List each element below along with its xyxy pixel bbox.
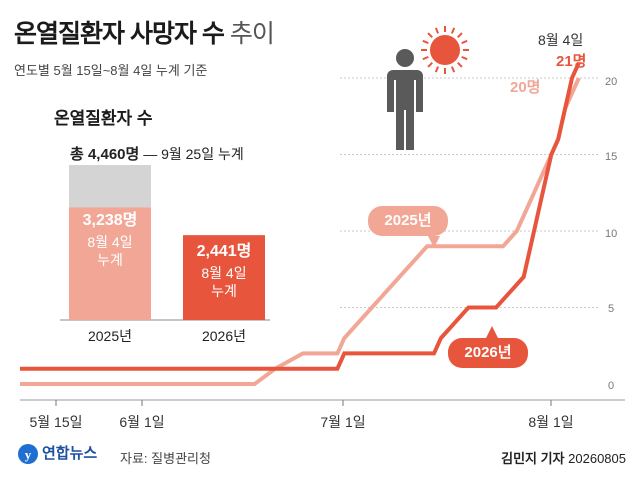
tag-2026-pointer (486, 326, 498, 338)
sun-ray (422, 39, 429, 45)
series-line-2026 (20, 61, 581, 371)
bar-2026-category: 2026년 (201, 328, 247, 344)
bar-2025-label: 3,238명 8월 4일 누계 (69, 212, 151, 269)
bar-2026-label: 2,441명 8월 4일 누계 (183, 243, 265, 300)
total-note: 총 4,460명 — 9월 25일 누계 (70, 143, 244, 164)
bar-2026-line1: 8월 4일 (201, 265, 247, 281)
bar-2025-value: 3,238명 (82, 212, 138, 229)
bar-2025-line1: 8월 4일 (87, 234, 133, 250)
sun-ray (461, 39, 468, 45)
end-date-label: 8월 4일 (538, 32, 584, 48)
sun-ray (450, 27, 456, 34)
bar-chart (60, 165, 270, 321)
title-main: 온열질환자 사망자 수 (14, 20, 225, 48)
logo-mark: y (18, 444, 38, 464)
x-tick-label: 5월 15일 (29, 414, 83, 430)
sun-ray (450, 66, 456, 73)
footer-logo: 연합뉴스 (14, 442, 97, 463)
sun-ray (457, 32, 463, 38)
sun-ray (434, 66, 440, 73)
bar-2026-value: 2,441명 (196, 243, 252, 260)
y-tick-label: 10 (605, 228, 618, 240)
bar-2026-line2: 누계 (211, 283, 237, 299)
title-light: 추이 (229, 20, 275, 48)
sun-ray (434, 27, 440, 34)
y-tick-label: 5 (608, 303, 615, 315)
total-label: 총 4,460명 (70, 146, 140, 163)
byline: 김민지 기자 20260805 (501, 448, 626, 467)
sun-ray (427, 62, 433, 68)
svg-text:y: y (25, 447, 32, 462)
sun-ray (457, 62, 463, 68)
y-tick-label: 0 (608, 380, 615, 392)
bar-2025 (69, 207, 151, 320)
page-title: 온열질환자 사망자 수 추이 (14, 14, 275, 50)
x-tick-label: 7월 1일 (320, 414, 366, 430)
date-code: 20260805 (568, 451, 626, 466)
bar-2025-category: 2025년 (87, 328, 133, 344)
subtitle: 연도별 5월 15일~8월 4일 누계 기준 (14, 63, 208, 78)
y-tick-label: 20 (605, 76, 618, 88)
tag-2025-pointer (428, 236, 440, 248)
reporter-name: 김민지 기자 (501, 451, 565, 466)
bar-2025-line2: 누계 (97, 252, 123, 268)
sun-ray (427, 32, 433, 38)
tag-2026: 2026년 (448, 338, 528, 368)
total-date: — 9월 25일 누계 (143, 146, 244, 162)
source-note: 자료: 질병관리청 (120, 451, 211, 466)
end-2026-label: 21명 (556, 53, 587, 70)
person-icon (387, 49, 423, 150)
end-2025-label: 20명 (510, 79, 541, 96)
sun-ray (422, 55, 429, 61)
x-tick-marks (55, 400, 552, 406)
logo-text: 연합뉴스 (42, 445, 98, 462)
tag-2025: 2025년 (368, 206, 448, 236)
grid-lines (340, 77, 600, 308)
sun-ray (461, 55, 468, 61)
x-tick-label: 6월 1일 (119, 414, 165, 430)
bar-panel-title: 온열질환자 수 (54, 109, 153, 128)
y-tick-label: 15 (605, 151, 618, 163)
bar-2026 (183, 235, 265, 320)
x-tick-label: 8월 1일 (528, 414, 574, 430)
sun-icon (421, 26, 469, 74)
line-chart (20, 61, 581, 386)
